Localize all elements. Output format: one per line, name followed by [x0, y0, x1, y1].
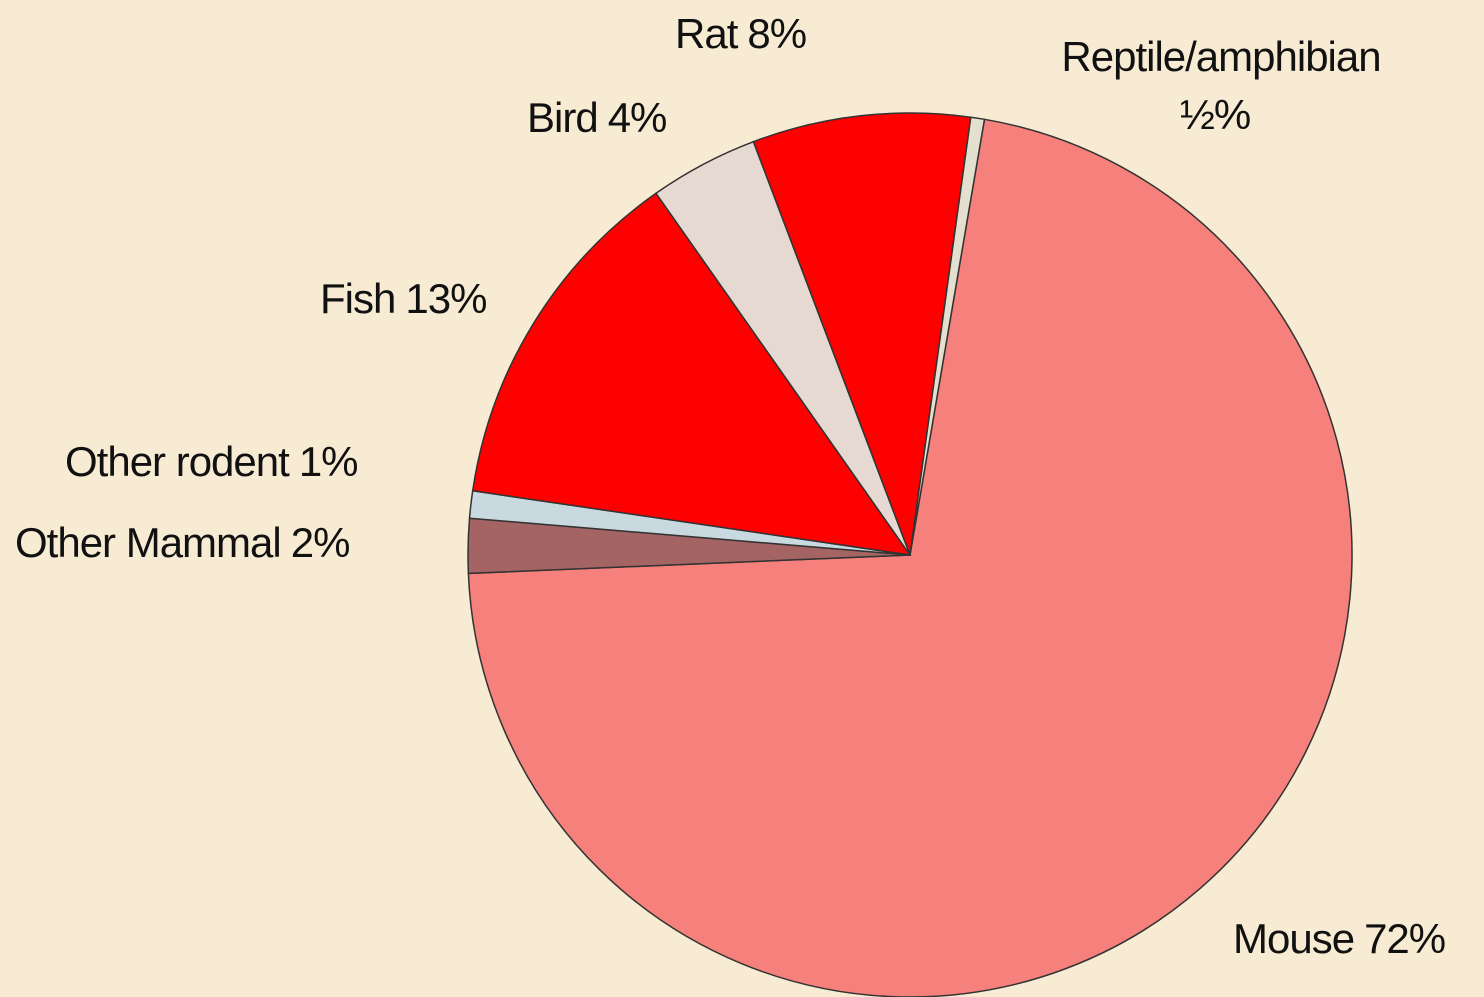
value-label: ½% — [1180, 91, 1250, 138]
slice-label: Other rodent 1% — [65, 438, 358, 485]
pie-slice — [467, 118, 1353, 997]
slice-label: Mouse 72% — [1233, 915, 1445, 962]
value-label: 4% — [608, 94, 667, 141]
pie-slice — [909, 116, 986, 556]
slice-label: Fish 13% — [320, 275, 486, 322]
slice-label: Rat 8% — [675, 10, 806, 57]
category-label: Bird — [527, 94, 598, 141]
slice-label: Other Mammal 2% — [15, 519, 349, 566]
value-label: 72% — [1364, 915, 1445, 962]
category-label: Other rodent — [65, 438, 290, 485]
value-label: 13% — [405, 275, 486, 322]
slice-label: Bird 4% — [527, 94, 666, 141]
category-label: Fish — [320, 275, 395, 322]
category-label: Rat — [675, 10, 739, 57]
value-label: 8% — [747, 10, 806, 57]
value-label: 2% — [291, 519, 350, 566]
category-label: Reptile/amphibian — [1061, 33, 1380, 80]
category-label: Mouse — [1233, 915, 1354, 962]
pie-slice — [471, 192, 912, 556]
pie-slice — [752, 112, 972, 556]
category-label: Other Mammal — [15, 519, 281, 566]
slice-label: Reptile/amphibian ½% — [1061, 33, 1380, 138]
value-label: 1% — [299, 438, 358, 485]
